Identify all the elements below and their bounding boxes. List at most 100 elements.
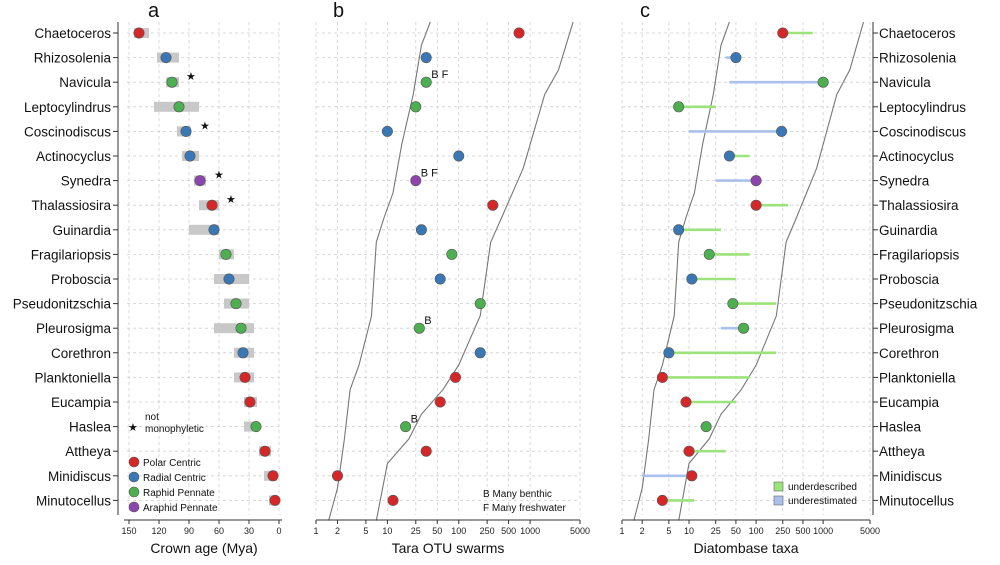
- taxon-label: Attheya: [65, 444, 111, 459]
- taxon-label-right: Eucampia: [879, 395, 940, 410]
- otu-swarm-point: [449, 371, 461, 383]
- taxon-label: Navicula: [59, 75, 111, 90]
- taxon-label: Rhizosolenia: [34, 51, 112, 66]
- taxon-label: Pleurosigma: [36, 321, 112, 336]
- otu-swarm-point: [410, 101, 422, 113]
- habitat-annotation: B F: [421, 168, 438, 180]
- otu-swarm-point: [400, 421, 412, 433]
- legend-swatch: [128, 486, 140, 498]
- taxon-label: Proboscia: [51, 272, 112, 287]
- taxon-label-right: Proboscia: [879, 272, 940, 287]
- otu-swarm-point: [513, 27, 525, 39]
- legend-label: underdescribed: [788, 482, 857, 493]
- crown-age-point: [208, 224, 220, 236]
- diatombase-point: [686, 470, 698, 482]
- otu-swarm-point: [487, 199, 499, 211]
- legend-label: Raphid Pennate: [143, 488, 215, 499]
- habitat-legend: F Many freshwater: [483, 503, 566, 514]
- otu-swarm-point: [474, 298, 486, 310]
- x-tick-label: 0: [276, 526, 281, 536]
- x-tick-label: 25: [411, 526, 421, 536]
- crown-age-point: [184, 150, 196, 162]
- crown-age-point: [206, 199, 218, 211]
- crown-age-point: [133, 27, 145, 39]
- diatombase-point: [673, 224, 685, 236]
- x-axis-title: Tara OTU swarms: [392, 540, 505, 556]
- crown-age-point: [173, 101, 185, 113]
- diatombase-point: [703, 248, 715, 260]
- x-tick-label: 500: [795, 526, 810, 536]
- taxon-label: Actinocyclus: [36, 149, 111, 164]
- x-tick-label: 1000: [813, 526, 833, 536]
- taxon-label: Corethron: [51, 346, 111, 361]
- x-tick-label: 2: [335, 526, 340, 536]
- crown-age-point: [259, 445, 271, 457]
- taxon-label-right: Navicula: [879, 75, 931, 90]
- otu-swarm-point: [420, 76, 432, 88]
- crown-age-point: [239, 371, 251, 383]
- x-axis-title: Diatombase taxa: [693, 540, 798, 556]
- taxon-label-right: Rhizosolenia: [879, 51, 957, 66]
- diatombase-point: [680, 396, 692, 408]
- star-marker: ★: [226, 194, 236, 206]
- taxon-label-right: Leptocylindrus: [879, 100, 966, 115]
- x-tick-label: 5: [666, 526, 671, 536]
- x-tick-label: 5000: [570, 526, 590, 536]
- x-tick-label: 1: [619, 526, 624, 536]
- diatombase-point: [656, 494, 668, 506]
- panel-label: c: [640, 0, 650, 22]
- taxon-label: Thalassiosira: [31, 198, 111, 213]
- panel-label: b: [333, 0, 344, 22]
- star-legend-line1: not: [145, 412, 159, 423]
- otu-swarm-point: [420, 52, 432, 64]
- x-tick-label: 30: [244, 526, 254, 536]
- x-tick-label: 5000: [860, 526, 880, 536]
- diatombase-point: [700, 421, 712, 433]
- x-tick-label: 100: [749, 526, 764, 536]
- reference-curve: [375, 21, 574, 521]
- taxon-label: Haslea: [69, 420, 112, 435]
- diatombase-point: [663, 347, 675, 359]
- legend-swatch: [128, 471, 140, 483]
- crown-age-point: [230, 298, 242, 310]
- otu-swarm-point: [434, 273, 446, 285]
- x-tick-label: 2: [640, 526, 645, 536]
- otu-swarm-point: [381, 125, 393, 137]
- diatombase-point: [656, 371, 668, 383]
- taxon-label: Chaetoceros: [34, 26, 111, 41]
- x-tick-label: 1000: [520, 526, 540, 536]
- x-tick-label: 10: [382, 526, 392, 536]
- diatombase-point: [673, 101, 685, 113]
- legend-swatch: [773, 495, 784, 506]
- otu-swarm-point: [420, 445, 432, 457]
- taxon-label-right: Pseudonitzschia: [879, 297, 978, 312]
- taxon-label: Fragilariopsis: [31, 247, 112, 262]
- x-tick-label: 25: [711, 526, 721, 536]
- crown-age-point: [180, 125, 192, 137]
- taxon-label-right: Coscinodiscus: [879, 124, 966, 139]
- taxon-label-right: Fragilariopsis: [879, 247, 960, 262]
- age-range-bar: [189, 224, 219, 235]
- reference-curve: [328, 21, 431, 521]
- crown-age-point: [194, 175, 206, 187]
- diatombase-point: [817, 76, 829, 88]
- panel-label: a: [148, 0, 160, 22]
- crown-age-point: [250, 421, 262, 433]
- taxon-label-right: Actinocyclus: [879, 149, 954, 164]
- otu-swarm-point: [415, 224, 427, 236]
- otu-swarm-point: [474, 347, 486, 359]
- legend-swatch: [128, 456, 140, 468]
- taxon-label: Synedra: [61, 174, 112, 189]
- crown-age-point: [244, 396, 256, 408]
- taxon-label-right: Planktoniella: [879, 370, 956, 385]
- diatombase-point: [738, 322, 750, 334]
- panel-a: Chaetoceros Rhizosolenia Navicula Leptocyli…: [13, 0, 282, 556]
- crown-age-point: [235, 322, 247, 334]
- habitat-annotation: B: [411, 414, 418, 426]
- otu-swarm-point: [413, 322, 425, 334]
- x-tick-label: 150: [121, 526, 136, 536]
- diatombase-point: [776, 125, 788, 137]
- crown-age-point: [237, 347, 249, 359]
